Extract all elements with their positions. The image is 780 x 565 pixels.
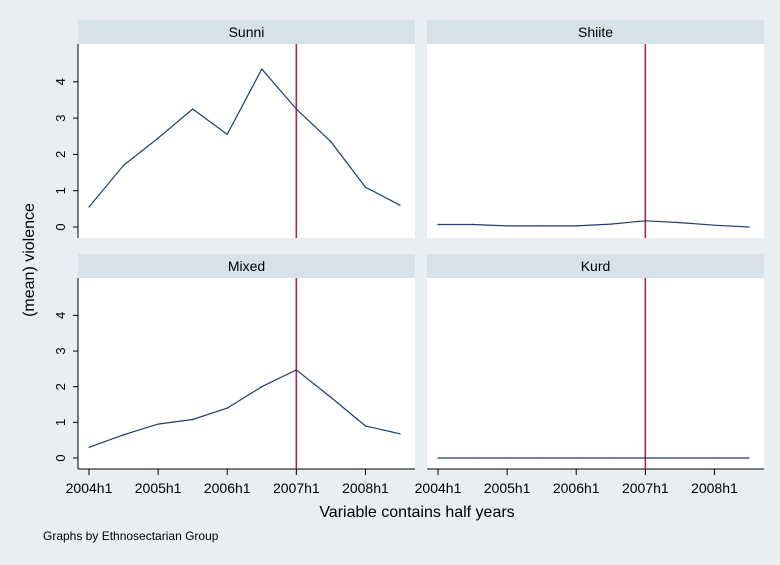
x-tick-label: 2005h1 xyxy=(135,480,182,496)
data-point xyxy=(437,457,439,459)
panel-header xyxy=(78,20,415,44)
data-point xyxy=(260,385,263,388)
data-point xyxy=(644,220,647,222)
data-point xyxy=(644,457,647,459)
series-line xyxy=(438,220,750,228)
data-point xyxy=(437,223,439,226)
graph-note: Graphs by Ethnosectarian Group xyxy=(43,529,219,543)
panel-header xyxy=(78,254,415,278)
panel-sunni: Sunni 0 1 2 3 4 xyxy=(53,20,415,238)
data-point xyxy=(713,224,716,226)
data-point xyxy=(471,457,474,459)
y-tick-label: 1 xyxy=(53,187,68,194)
panel-shiite: Shiite xyxy=(427,20,764,238)
plot-area xyxy=(427,44,764,238)
y-tick-label: 2 xyxy=(53,383,68,390)
data-point xyxy=(748,457,750,459)
y-tick-label: 3 xyxy=(53,347,68,354)
data-point xyxy=(609,223,612,225)
data-point xyxy=(88,206,90,208)
plot-area xyxy=(78,278,415,469)
x-tick-label: 2004h1 xyxy=(415,480,462,496)
data-point xyxy=(506,457,508,459)
x-tick-label: 2008h1 xyxy=(691,480,738,496)
data-point xyxy=(575,225,578,227)
x-axis-title: Variable contains half years xyxy=(319,504,514,521)
x-tick-label: 2007h1 xyxy=(273,480,320,496)
y-tick-label: 3 xyxy=(53,114,68,121)
x-tick-label: 2004h1 xyxy=(66,480,113,496)
data-point xyxy=(540,457,543,459)
plot-area xyxy=(427,278,764,469)
x-tick-label: 2007h1 xyxy=(622,480,669,496)
data-point xyxy=(88,446,90,449)
data-point xyxy=(748,226,750,228)
y-tick-label: 1 xyxy=(53,419,68,426)
data-point xyxy=(575,457,578,459)
y-axis-title: (mean) violence xyxy=(21,203,38,317)
data-point xyxy=(364,186,367,188)
series-line xyxy=(88,369,401,448)
data-point xyxy=(157,137,159,139)
series-line xyxy=(88,68,401,208)
data-point xyxy=(713,457,716,459)
data-point xyxy=(191,418,194,421)
x-tick-label: 2006h1 xyxy=(204,480,251,496)
data-point xyxy=(157,423,159,425)
panel-mixed: Mixed 0 1 2 3 4 2004h1 2005h1 2006h1 2007h1 2008h1 xyxy=(53,254,415,496)
data-point xyxy=(226,133,229,136)
y-tick-label: 0 xyxy=(53,223,68,230)
data-point xyxy=(295,369,298,371)
y-tick-label: 4 xyxy=(53,312,68,319)
y-tick-label: 2 xyxy=(53,151,68,158)
data-point xyxy=(679,221,681,224)
panel-header xyxy=(427,20,764,44)
data-point xyxy=(399,204,401,207)
panel-title: Sunni xyxy=(229,24,265,40)
data-point xyxy=(260,68,263,70)
panel-header xyxy=(427,254,764,278)
x-tick-label: 2006h1 xyxy=(553,480,600,496)
data-point xyxy=(364,425,367,427)
panel-title: Mixed xyxy=(228,258,265,274)
plot-area xyxy=(78,44,415,238)
data-point xyxy=(679,457,681,459)
data-point xyxy=(399,432,401,435)
data-point xyxy=(330,396,332,399)
data-point xyxy=(122,434,125,436)
data-point xyxy=(506,225,508,227)
data-point xyxy=(540,225,543,227)
panel-kurd: Kurd 2004h1 2005h1 2006h1 2007h1 2008h1 xyxy=(415,254,764,496)
y-tick-label: 0 xyxy=(53,454,68,461)
x-tick-label: 2008h1 xyxy=(342,480,389,496)
data-point xyxy=(295,108,298,110)
data-point xyxy=(330,140,332,143)
data-point xyxy=(609,457,612,459)
panel-title: Shiite xyxy=(578,24,613,40)
data-point xyxy=(122,164,125,167)
data-point xyxy=(471,223,474,226)
panel-title: Kurd xyxy=(581,258,611,274)
y-tick-label: 4 xyxy=(53,78,68,85)
data-point xyxy=(226,407,229,409)
x-tick-label: 2005h1 xyxy=(484,480,531,496)
data-point xyxy=(191,108,194,110)
